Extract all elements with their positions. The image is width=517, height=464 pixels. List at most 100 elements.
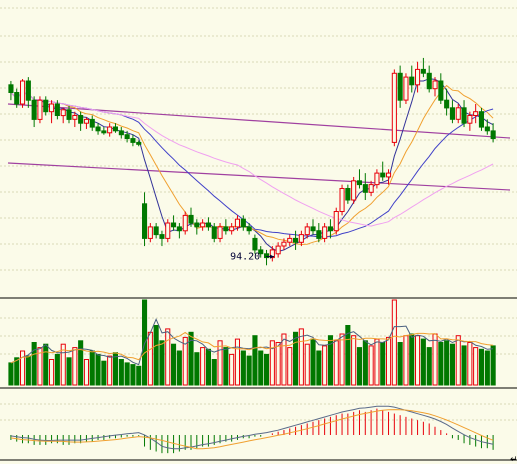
volume-bar <box>112 352 119 386</box>
candle-body <box>118 130 124 136</box>
candle-body <box>391 72 397 143</box>
volume-bar <box>101 360 107 386</box>
trend-line <box>7 162 511 191</box>
candle-body <box>112 126 119 132</box>
candle-body <box>66 109 72 120</box>
volume-ma-line <box>10 318 494 366</box>
arrow-head-icon <box>270 254 275 259</box>
price-moving-averages <box>10 78 494 253</box>
volume-bar <box>118 359 124 386</box>
volume-bar <box>240 350 246 386</box>
volume-bar <box>223 347 229 386</box>
volume-bar <box>281 333 287 386</box>
candle-body <box>455 107 461 120</box>
volume-bar <box>217 340 223 386</box>
candle-body <box>275 245 281 255</box>
grid <box>0 7 517 461</box>
candle-body <box>43 99 49 113</box>
candle-body <box>25 80 31 101</box>
volume-bar <box>298 328 304 386</box>
candle-body <box>107 126 113 134</box>
candle-body <box>159 234 165 239</box>
candle-body <box>188 214 194 224</box>
candle-body <box>252 237 258 251</box>
volume-bar <box>444 340 450 386</box>
candle-body <box>374 172 380 186</box>
candle-body <box>293 237 299 243</box>
candle-body <box>478 111 484 128</box>
volume-bar <box>37 347 43 386</box>
volume-bar <box>159 340 165 386</box>
volume-bar <box>25 355 31 386</box>
candle-body <box>234 218 240 228</box>
volume-bar <box>397 342 403 386</box>
candle-body <box>258 249 264 255</box>
volume-bar <box>449 343 455 386</box>
volume-bar <box>426 347 432 386</box>
volume-bar <box>234 338 240 386</box>
candlesticks <box>8 57 496 266</box>
candle-body <box>409 76 415 86</box>
volume-bar <box>293 331 299 386</box>
volume-bar <box>182 336 188 386</box>
volume-bar <box>54 353 60 386</box>
volume-ma-line <box>10 331 494 364</box>
volume-bar <box>356 347 362 386</box>
volume-bar <box>176 350 182 386</box>
volume-bar <box>269 340 275 386</box>
candle-body <box>461 107 467 124</box>
ma-40-line <box>10 91 494 227</box>
volume-bar <box>20 350 26 386</box>
volume-bar <box>473 347 479 386</box>
volume-bar <box>147 331 153 386</box>
candle-body <box>484 126 490 132</box>
candle-body <box>467 115 473 124</box>
candle-body <box>438 80 444 101</box>
volume-bar <box>264 353 270 386</box>
volume-bar <box>490 345 496 386</box>
candle-body <box>269 249 275 259</box>
volume-bar <box>200 347 206 386</box>
candle-body <box>89 118 95 128</box>
candle-body <box>176 226 182 232</box>
candle-body <box>147 226 153 239</box>
candle-body <box>217 226 223 239</box>
volume-bar <box>89 350 95 386</box>
volume-bar <box>49 359 55 386</box>
volume-bar <box>153 325 159 386</box>
candle-body <box>223 226 229 232</box>
volume-bar <box>403 335 409 386</box>
volume-bar <box>316 350 322 386</box>
volume-bar <box>43 343 49 386</box>
volume-bar <box>229 353 235 386</box>
candle-body <box>101 130 107 134</box>
volume-bar <box>368 345 374 386</box>
annotations: 94.20 <box>230 252 275 263</box>
volume-bar <box>287 347 293 386</box>
volume-bar <box>374 338 380 386</box>
volume-bar <box>478 348 484 386</box>
volume-bar <box>304 343 310 386</box>
candle-body <box>31 99 37 120</box>
volume-bar <box>275 342 281 386</box>
volume-bar <box>14 357 20 386</box>
volume-bar <box>107 355 113 386</box>
volume-bar <box>310 338 316 386</box>
macd-lines <box>10 405 494 450</box>
candle-body <box>287 237 293 243</box>
volume-bar <box>60 343 66 386</box>
volume-bar <box>258 350 264 386</box>
volume-bar <box>351 335 357 386</box>
candle-body <box>136 141 142 145</box>
scroll-arrow-icon[interactable]: ↵ <box>510 455 517 464</box>
candle-body <box>281 241 287 247</box>
candle-body <box>165 222 171 239</box>
volume-bar <box>322 345 328 386</box>
candle-body <box>473 111 479 116</box>
candle-body <box>397 72 403 101</box>
candle-body <box>426 72 432 90</box>
volume-bar <box>420 338 426 386</box>
volume-bar <box>339 333 345 386</box>
candle-body <box>490 130 496 140</box>
candle-body <box>345 188 351 201</box>
